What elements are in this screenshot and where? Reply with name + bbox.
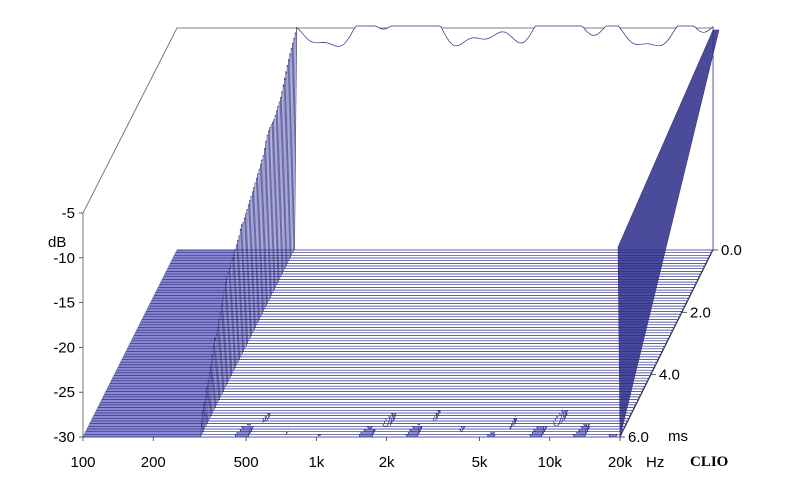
x-tick-label: 100 xyxy=(70,454,95,471)
z-axis-unit-label: ms xyxy=(668,428,688,445)
y-axis-unit-label: dB xyxy=(48,234,66,251)
waterfall-slice xyxy=(177,25,714,251)
y-tick-label: -20 xyxy=(53,339,75,356)
x-axis: 100 200 500 1k 2k 5k 10k 20k xyxy=(70,437,633,471)
clio-logo-text: CLIO xyxy=(690,454,728,470)
z-tick-label: 4.0 xyxy=(659,367,680,384)
y-axis: -5 -10 -15 -20 -25 -30 xyxy=(53,205,83,446)
z-tick-label: 2.0 xyxy=(690,304,711,321)
x-tick-label: 2k xyxy=(379,454,395,471)
x-tick-label: 1k xyxy=(308,454,324,471)
y-tick-label: -15 xyxy=(53,295,75,312)
z-tick-label: 6.0 xyxy=(628,429,649,446)
x-axis-unit-label: Hz xyxy=(646,454,664,471)
x-tick-label: 5k xyxy=(472,454,488,471)
z-axis-line xyxy=(619,249,714,438)
x-tick-label: 10k xyxy=(538,454,563,471)
x-tick-label: 20k xyxy=(608,454,633,471)
y-tick-label: -25 xyxy=(53,384,75,401)
z-tick-label: 0.0 xyxy=(721,242,742,259)
x-tick-label: 500 xyxy=(234,454,259,471)
y-tick-label: -5 xyxy=(62,205,75,222)
y-tick-label: -30 xyxy=(53,429,75,446)
y-tick-label: -10 xyxy=(53,250,75,267)
z-axis: 0.0 2.0 4.0 6.0 xyxy=(619,242,742,446)
x-tick-label: 200 xyxy=(141,454,166,471)
waterfall-slices xyxy=(83,25,720,438)
